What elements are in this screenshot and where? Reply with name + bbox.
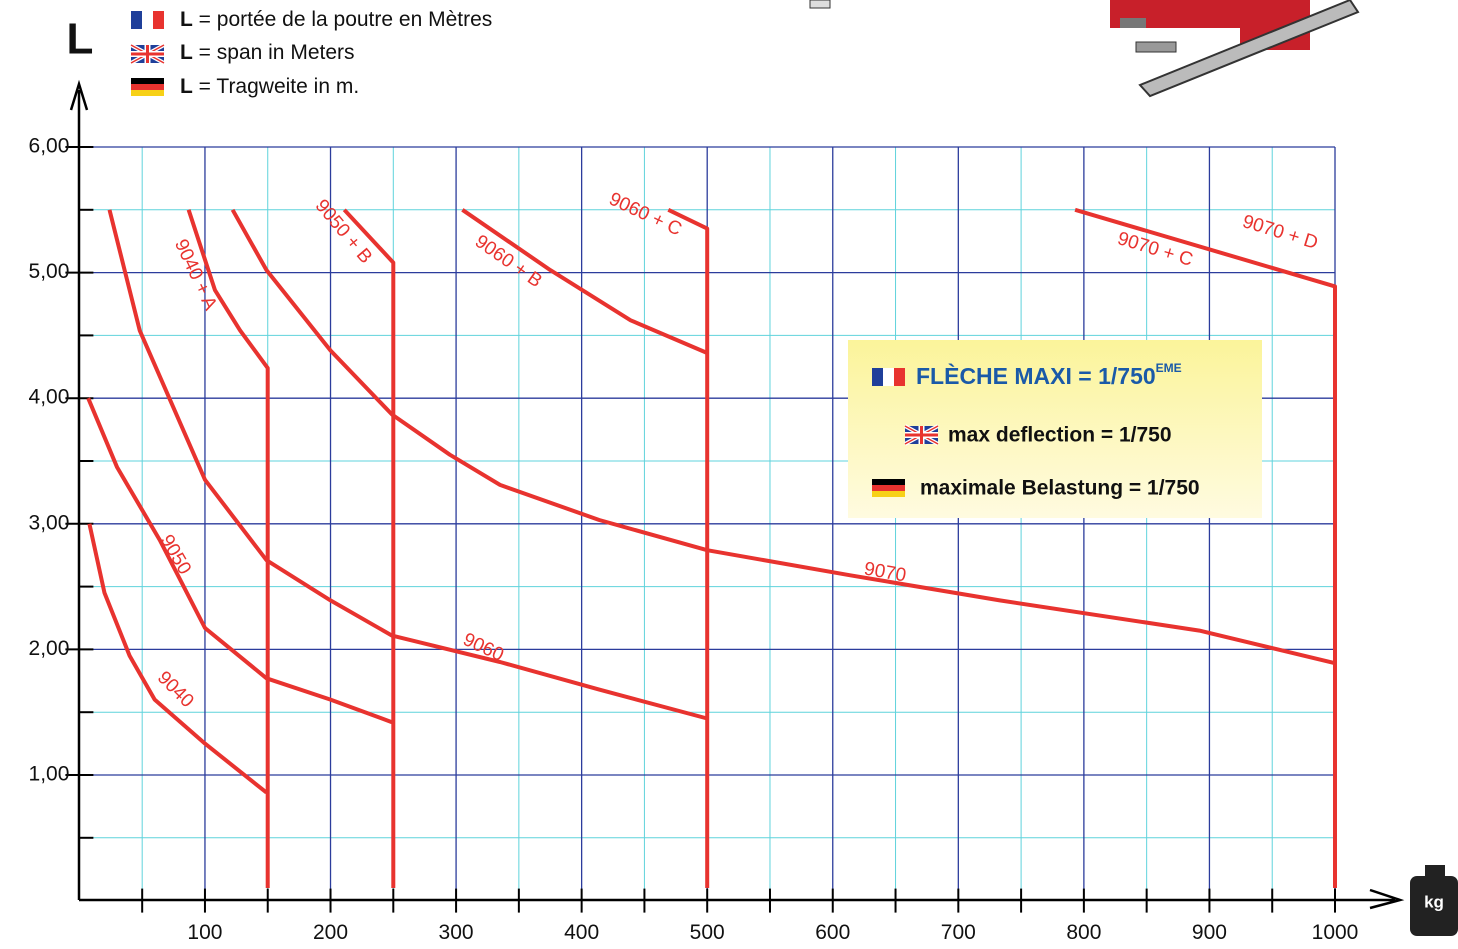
series-line: [1075, 210, 1335, 888]
y-tick-label: 2,00: [29, 637, 70, 660]
info-line: maximale Belastung = 1/750: [920, 477, 1200, 500]
x-tick-label: 1000: [1312, 921, 1359, 944]
x-tick-label: 300: [439, 921, 474, 944]
series-label: 9060 + C: [606, 189, 685, 241]
flag-de: [872, 479, 905, 497]
y-tick-label: 1,00: [29, 763, 70, 786]
x-tick-label: 400: [564, 921, 599, 944]
x-tick-label: 700: [941, 921, 976, 944]
x-axis-title: kg: [1424, 892, 1444, 911]
info-line: max deflection = 1/750: [948, 424, 1172, 447]
y-axis: [71, 84, 87, 900]
y-tick-label: 3,00: [29, 511, 70, 534]
x-tick-label: 100: [187, 921, 222, 944]
x-tick-label: 800: [1066, 921, 1101, 944]
y-tick-label: 5,00: [29, 260, 70, 283]
flag-de: [131, 78, 164, 96]
series-label: 9050: [156, 531, 195, 578]
x-tick-label: 600: [815, 921, 850, 944]
page: L = portée de la poutre en Mètres L = sp…: [0, 0, 1458, 949]
flag-uk: [131, 45, 164, 63]
series-line: [344, 210, 393, 888]
series-line: [88, 398, 392, 722]
flag-fr: [131, 11, 164, 29]
y-axis-title: L: [67, 15, 94, 64]
series-label: 9070: [862, 559, 907, 587]
flag-fr: [872, 368, 905, 386]
x-tick-label: 500: [690, 921, 725, 944]
x-tick-label: 900: [1192, 921, 1227, 944]
legend-note: L = span in Meters: [180, 41, 355, 64]
product-image: [810, 0, 1358, 96]
annotation: 9070 + D: [1240, 211, 1320, 254]
x-tick-label: 200: [313, 921, 348, 944]
series-label: 9040 + A: [170, 236, 221, 314]
y-tick-label: 6,00: [29, 135, 70, 158]
flag-uk: [905, 426, 938, 444]
legend-note: L = Tragweite in m.: [180, 75, 359, 98]
y-tick-label: 4,00: [29, 386, 70, 409]
info-line: FLÈCHE MAXI = 1/750EME: [916, 361, 1182, 389]
x-axis: [79, 890, 1400, 908]
series-label: 9060: [460, 629, 507, 666]
chart: L = portée de la poutre en Mètres L = sp…: [0, 0, 1458, 949]
legend-note: L = portée de la poutre en Mètres: [180, 8, 492, 31]
